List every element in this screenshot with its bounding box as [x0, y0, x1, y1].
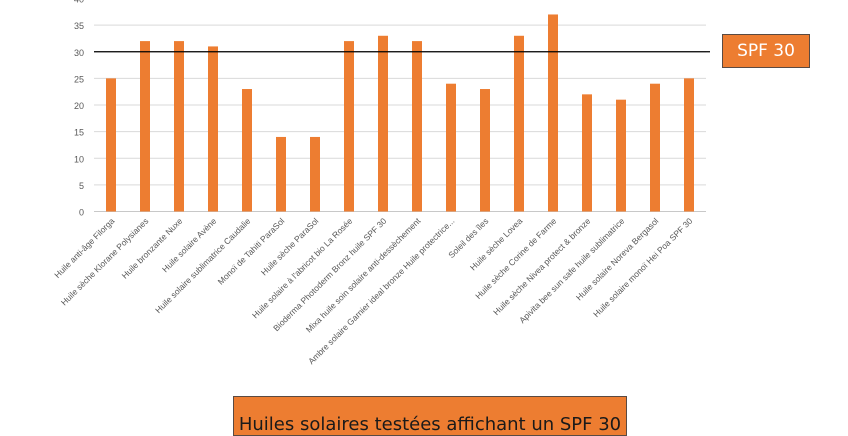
reference-line-label: SPF 30 [722, 34, 810, 68]
y-tick-label: 0 [79, 208, 84, 218]
bar [548, 14, 558, 212]
x-tick-label: Huile bronzante Nuxe [120, 216, 185, 281]
y-tick-label: 25 [74, 74, 84, 84]
y-tick-label: 15 [74, 128, 84, 138]
bar [684, 78, 694, 212]
y-tick-label: 40 [74, 0, 84, 5]
bar [344, 41, 354, 212]
bar [174, 41, 184, 212]
bar [616, 99, 626, 212]
bar [412, 41, 422, 212]
bar [140, 41, 150, 212]
y-tick-label: 20 [74, 101, 84, 111]
bar-chart: 0510152025303540Huile anti-âge FilorgaHu… [52, 0, 710, 366]
bar [650, 83, 660, 212]
bar [106, 78, 116, 212]
y-tick-label: 35 [74, 21, 84, 31]
bar [242, 89, 252, 212]
x-tick-label: Huile anti-âge Filorga [52, 216, 116, 280]
y-tick-label: 5 [79, 181, 84, 191]
chart-title: Huiles solaires testées affichant un SPF… [233, 396, 627, 436]
bar [582, 94, 592, 212]
bar [514, 35, 524, 212]
bar [310, 136, 320, 212]
y-tick-label: 10 [74, 154, 84, 164]
x-tick-label: Monoï de Tahiti ParaSol [216, 216, 287, 287]
bar [480, 89, 490, 212]
bar [276, 136, 286, 212]
x-tick-label: Huile sèche ParaSol [259, 216, 321, 278]
y-tick-label: 30 [74, 48, 84, 58]
bar [378, 35, 388, 212]
bar [446, 83, 456, 212]
bar [208, 46, 218, 212]
